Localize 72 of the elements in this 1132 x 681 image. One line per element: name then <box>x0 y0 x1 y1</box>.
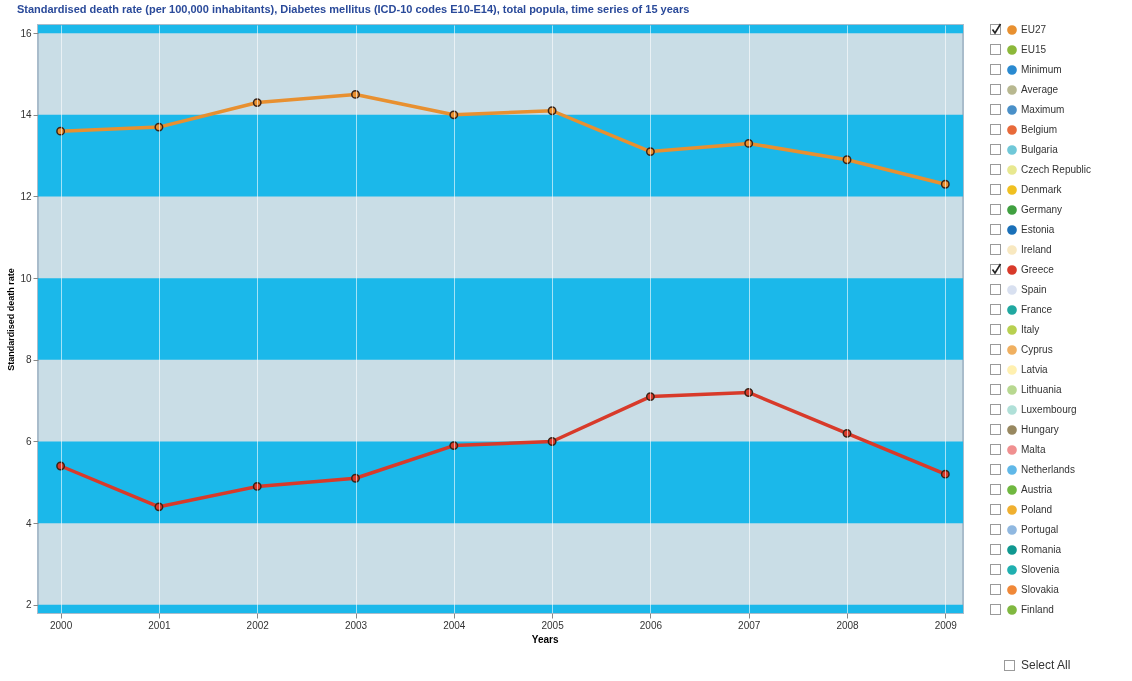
legend-label: Finland <box>1021 604 1054 615</box>
x-tick-label: 2000 <box>49 619 73 631</box>
legend-label: Austria <box>1021 484 1053 495</box>
x-tick-label: 2003 <box>344 619 368 631</box>
legend-label: Italy <box>1021 324 1040 335</box>
x-tick-label: 2002 <box>246 619 270 631</box>
point <box>56 126 66 136</box>
legend-label: Czech Republic <box>1021 164 1092 175</box>
legend-label: Hungary <box>1021 424 1059 435</box>
legend-label: France <box>1021 304 1053 315</box>
x-tick-label: 2005 <box>541 619 565 631</box>
legend-label: Minimum <box>1021 64 1062 75</box>
y-tick-label: 2 <box>25 599 32 611</box>
y-tick-label: 6 <box>25 436 32 447</box>
legend-label: EU15 <box>1021 44 1047 55</box>
x-tick-label: 2008 <box>836 619 860 631</box>
point <box>252 98 262 108</box>
legend-label: Slovakia <box>1021 584 1060 595</box>
point <box>645 392 655 402</box>
legend-label: Romania <box>1021 544 1062 555</box>
x-axis-title: Years <box>531 633 559 645</box>
legend-label: Estonia <box>1021 224 1055 235</box>
y-axis-title: Standardised death rate <box>6 268 17 371</box>
legend-label: Ireland <box>1021 244 1052 255</box>
point <box>154 122 164 132</box>
legend-label: Maximum <box>1021 104 1065 115</box>
point <box>940 179 950 189</box>
point <box>351 473 360 483</box>
legend-label: Greece <box>1021 264 1055 275</box>
y-tick-label: 10 <box>20 272 32 284</box>
y-tick-label: 12 <box>20 191 32 202</box>
legend-label: Netherlands <box>1021 464 1075 475</box>
point <box>449 110 459 120</box>
x-tick-label: 2006 <box>639 619 663 631</box>
x-tick-label: 2007 <box>738 619 761 631</box>
y-tick-label: 4 <box>25 517 32 529</box>
legend-label: Malta <box>1021 444 1046 455</box>
point <box>252 481 262 491</box>
point <box>351 89 360 99</box>
x-tick-label: 2004 <box>443 619 466 631</box>
y-tick-label: 16 <box>20 27 32 39</box>
point <box>744 138 754 148</box>
chart-title: Standardised death rate (per 100,000 inhabitants), Diabetes mellitus (ICD-10 codes E10-E14), total popula, time series of 15 years <box>16 3 690 15</box>
x-tick-label: 2009 <box>934 619 958 631</box>
x-tick-label: 2001 <box>148 619 171 631</box>
legend-label: Portugal <box>1021 524 1059 535</box>
point <box>449 441 459 451</box>
point <box>154 502 164 512</box>
legend-label: Germany <box>1021 204 1063 215</box>
legend-label: EU27 <box>1021 24 1047 35</box>
legend-label: Spain <box>1021 284 1047 295</box>
point <box>645 147 655 157</box>
point <box>547 437 557 446</box>
legend-label: Slovenia <box>1021 564 1060 575</box>
legend-label: Luxembourg <box>1021 404 1077 415</box>
point <box>842 428 852 438</box>
point <box>842 155 852 165</box>
legend-label: Bulgaria <box>1021 144 1059 155</box>
legend-label: Latvia <box>1021 364 1049 375</box>
y-tick-label: 8 <box>25 354 32 366</box>
point <box>744 388 754 397</box>
legend-label: Average <box>1021 84 1059 95</box>
legend-label: Poland <box>1021 504 1053 515</box>
legend-label: Cyprus <box>1021 344 1053 355</box>
legend-label: Lithuania <box>1021 384 1063 395</box>
legend-label: Belgium <box>1021 124 1058 135</box>
point <box>940 469 950 479</box>
text: Select All <box>1021 658 1071 672</box>
point <box>56 461 66 471</box>
legend-label: Denmark <box>1021 184 1063 195</box>
y-tick-label: 14 <box>20 109 32 121</box>
point <box>547 106 557 116</box>
